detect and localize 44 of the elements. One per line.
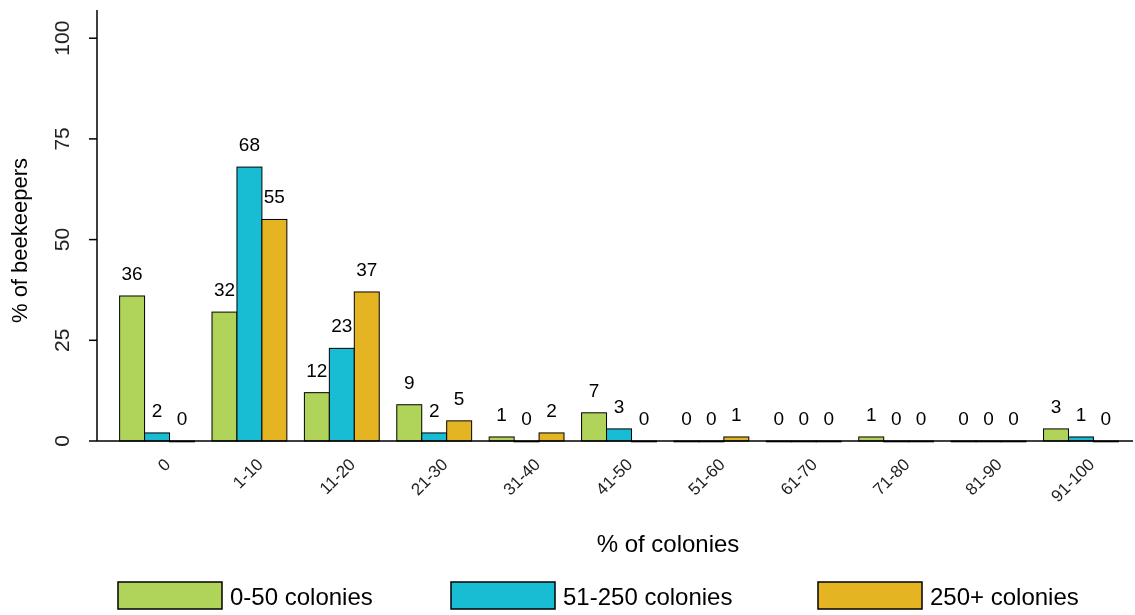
data-label: 55 (263, 186, 285, 208)
data-label: 0 (798, 408, 810, 429)
data-label: 2 (546, 399, 557, 421)
data-label: 0 (915, 408, 927, 429)
data-label: 1 (496, 403, 507, 425)
y-tick-label: 0 (50, 435, 73, 447)
data-label: 1 (731, 403, 742, 425)
data-label: 0 (1008, 408, 1019, 429)
legend-label: 0-50 colonies (230, 583, 373, 610)
y-tick-label: 25 (50, 328, 73, 352)
data-label: 32 (213, 279, 236, 301)
data-label: 0 (706, 408, 717, 429)
data-label: 0 (681, 408, 692, 429)
data-label: 68 (238, 134, 260, 156)
data-label: 2 (428, 399, 440, 421)
legend-label: 51-250 colonies (563, 583, 733, 610)
legend-label: 250+ colonies (930, 583, 1079, 610)
data-label: 9 (403, 371, 415, 393)
y-tick-label: 100 (50, 20, 73, 56)
data-label: 1 (865, 403, 877, 425)
data-label: 3 (1050, 395, 1062, 417)
data-label: 0 (1100, 408, 1112, 429)
data-label: 0 (823, 408, 835, 429)
data-label: 36 (121, 262, 143, 284)
data-label: 0 (890, 408, 902, 429)
data-label: 0 (983, 408, 994, 429)
y-tick-label: 75 (50, 127, 73, 151)
y-axis-title: % of beekeepers (7, 157, 32, 324)
data-label: 0 (958, 408, 969, 429)
data-label: 37 (356, 258, 378, 280)
x-axis-title: % of colonies (596, 530, 740, 557)
data-label: 2 (151, 399, 163, 421)
data-label: 5 (453, 387, 465, 409)
data-label: 0 (773, 408, 785, 429)
data-label: 3 (613, 395, 625, 417)
data-label: 23 (331, 315, 353, 337)
x-tick-label: 0 (154, 454, 175, 476)
data-label: 12 (306, 359, 328, 381)
data-label: 0 (638, 408, 650, 429)
data-label: 1 (1075, 403, 1087, 425)
data-label: 0 (176, 408, 188, 429)
data-label: 7 (588, 379, 600, 401)
y-tick-label: 50 (50, 227, 73, 252)
data-label: 0 (521, 408, 532, 429)
